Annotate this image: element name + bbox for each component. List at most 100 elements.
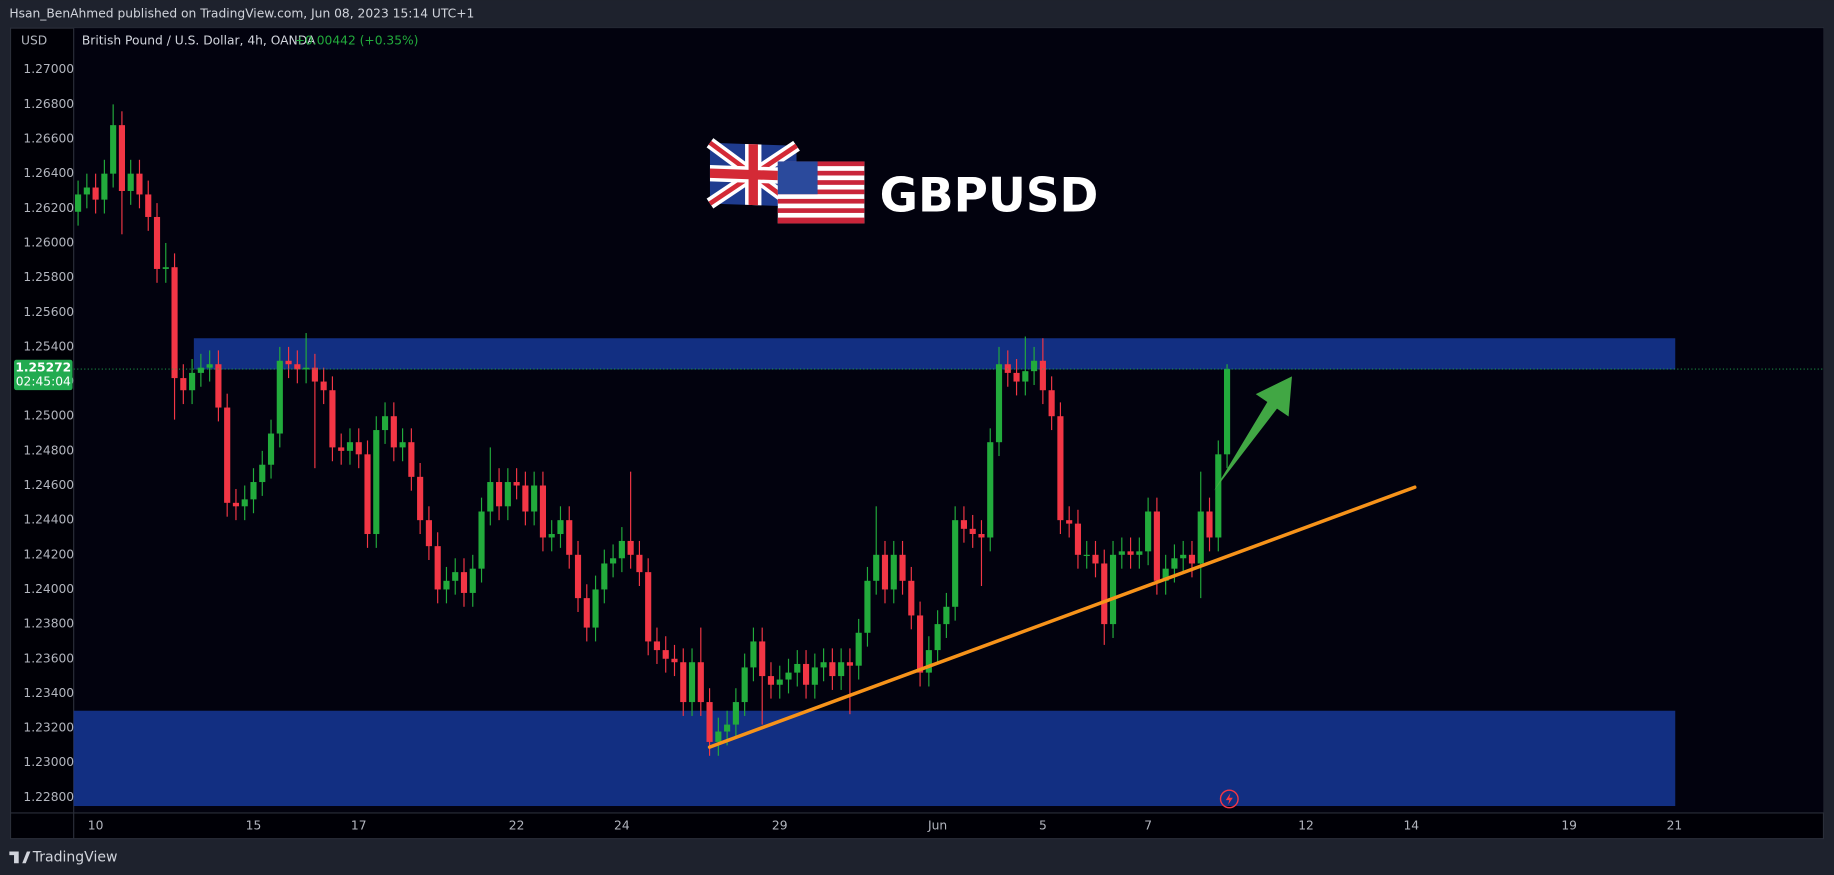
candle-body [320, 381, 327, 391]
candle-body [531, 485, 538, 512]
candle-body [232, 502, 240, 507]
tv-logo [9, 851, 31, 864]
candle-body [671, 658, 678, 663]
y-tick-label: 1.25800 [23, 270, 74, 284]
y-tick-label: 1.26800 [23, 97, 74, 111]
candles [75, 104, 1231, 756]
candle-body [1101, 563, 1108, 625]
candle-body [1013, 372, 1020, 382]
candle-body [829, 662, 836, 677]
candle-body [873, 554, 880, 581]
alert-icon[interactable] [1219, 789, 1239, 809]
publisher-line: Hsan_BenAhmed published on TradingView.c… [9, 7, 474, 21]
candle-body [153, 216, 161, 269]
price-tag-box [14, 359, 73, 391]
candle-body [434, 546, 441, 590]
zone [193, 338, 1676, 370]
candle-body [583, 598, 590, 628]
candle-body [285, 360, 292, 365]
candle-body [1083, 554, 1090, 556]
candle-body [908, 580, 915, 616]
candle-body [995, 364, 1003, 443]
candle-body [417, 476, 424, 521]
x-tick-label: 7 [1144, 818, 1152, 832]
candle-body [189, 372, 196, 391]
candle-body [1145, 511, 1152, 552]
candle-body [645, 572, 652, 642]
candle-body [706, 702, 713, 742]
candle-body [618, 540, 625, 559]
x-tick-label: 5 [1039, 818, 1047, 832]
y-tick-label: 1.26600 [23, 132, 74, 146]
candle-body [1180, 554, 1187, 559]
candle-body [732, 702, 739, 725]
candle-body [504, 482, 511, 507]
price-change: +0.00442 (+0.35%) [295, 33, 419, 47]
candle-body [1127, 551, 1134, 555]
candle-body [794, 663, 801, 673]
us-flag [777, 161, 865, 224]
candle-body [329, 390, 336, 448]
candle-body [206, 364, 213, 368]
candle-body [162, 267, 169, 269]
candle-body [881, 554, 889, 590]
candle-body [171, 267, 178, 379]
candle-body [364, 454, 371, 535]
candle-body [1048, 390, 1055, 417]
candle-body [610, 558, 617, 564]
x-tick-label: 15 [246, 818, 262, 832]
y-tick-label: 1.25000 [23, 409, 74, 423]
candle-body [1004, 364, 1011, 373]
candle-body [224, 407, 231, 503]
candle-body [522, 485, 529, 512]
candle-body [197, 367, 204, 373]
candle-body [1215, 454, 1222, 538]
candle-body [1057, 416, 1064, 521]
candle-body [496, 482, 503, 507]
countdown: 02:45:04 [16, 374, 71, 388]
arrow [1213, 376, 1292, 491]
candle-body [373, 430, 380, 535]
candle-body [917, 615, 924, 673]
candle-body [136, 173, 143, 195]
candle-body [653, 641, 661, 651]
y-tick-label: 1.24600 [23, 478, 74, 492]
candle-body [785, 672, 792, 680]
y-tick-label: 1.23200 [23, 721, 74, 735]
candle-body [1171, 558, 1178, 569]
y-tick-label: 1.25600 [23, 305, 74, 319]
y-tick-label: 1.24400 [23, 513, 74, 527]
candle-body [75, 194, 82, 212]
candle-body [250, 482, 257, 500]
y-tick-label: 1.25400 [23, 339, 74, 353]
candle-body [346, 442, 354, 451]
candle-body [776, 679, 783, 685]
footer-brand: TradingView [32, 849, 118, 865]
candle-body [627, 540, 634, 555]
candle-body [180, 378, 187, 391]
chart-title: GBPUSD [880, 169, 1099, 223]
candle-body [960, 520, 967, 529]
x-tick-label: 12 [1298, 818, 1314, 832]
y-tick-label: 1.23000 [23, 755, 74, 769]
candle-body [338, 447, 345, 451]
candle-body [715, 731, 722, 742]
candle-body [478, 511, 485, 569]
candle-body [688, 662, 696, 703]
candle-body [1162, 568, 1169, 581]
x-tick-label: 29 [772, 818, 788, 832]
candle-body [1197, 511, 1204, 564]
candle-body [566, 520, 573, 555]
x-tick-label: 14 [1403, 818, 1419, 832]
candle-body [1153, 511, 1160, 581]
y-tick-label: 1.22800 [23, 790, 74, 804]
candle-body [741, 667, 748, 703]
candle-body [697, 662, 704, 703]
candle-body [1223, 369, 1231, 455]
candle-body [1109, 554, 1117, 625]
candle-body [259, 464, 266, 483]
candle-body [548, 534, 555, 538]
y-tick-label: 1.26200 [23, 201, 74, 215]
